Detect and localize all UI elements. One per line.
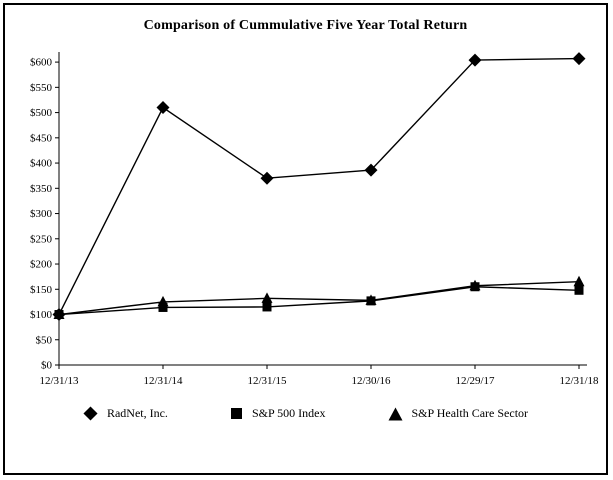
diamond-marker [572,52,586,66]
triangle-marker [573,275,585,287]
legend-item-sp500: S&P 500 Index [230,406,326,421]
x-tick-label: 12/31/18 [559,375,599,387]
triangle-marker [53,308,65,320]
square-marker [574,285,584,295]
y-tick-label: $350 [30,183,53,195]
diamond-marker [468,53,482,67]
y-tick-label: $0 [41,360,53,372]
y-tick-label: $600 [30,57,53,69]
legend-item-healthcare: S&P Health Care Sector [388,406,529,421]
series-line [58,57,580,315]
y-tick-label: $500 [30,107,53,119]
x-tick-label: 12/31/14 [143,375,183,387]
series-line [58,281,580,316]
triangle-marker [157,295,169,307]
chart-frame: Comparison of Cummulative Five Year Tota… [3,3,608,475]
diamond-marker-icon [83,406,98,421]
series-line [58,286,580,316]
y-tick-label: $200 [30,259,53,271]
legend-label-healthcare: S&P Health Care Sector [411,406,529,420]
y-tick-label: $450 [30,132,53,144]
y-tick-label: $400 [30,158,53,170]
chart-legend: RadNet, Inc. S&P 500 Index S&P Health Ca… [5,406,606,421]
legend-item-radnet: RadNet, Inc. [83,406,168,421]
y-tick-label: $50 [36,334,53,346]
diamond-marker [364,163,378,177]
x-tick-label: 12/29/17 [455,375,495,387]
triangle-marker [365,294,377,305]
diamond-marker [156,101,170,115]
triangle-marker-icon [388,407,402,420]
x-tick-label: 12/31/13 [39,375,79,387]
triangle-marker [469,279,481,291]
legend-label-sp500: S&P 500 Index [251,406,326,420]
y-tick-label: $550 [30,82,53,94]
chart-plot-area: $0 $50 $100 $150 $200 $250 $300 $350 $400 $450 $50… [30,52,599,387]
legend-label-radnet: RadNet, Inc. [106,406,168,420]
y-tick-label: $150 [30,284,53,296]
triangle-marker [261,292,273,303]
y-tick-label: $250 [30,233,53,245]
square-marker [262,302,272,312]
diamond-marker [260,171,274,185]
x-tick-label: 12/30/16 [351,375,391,387]
square-marker [158,302,168,312]
chart-title: Comparison of Cummulative Five Year Tota… [143,18,468,33]
square-marker-icon [230,408,242,419]
y-tick-label: $100 [30,309,53,321]
y-tick-label: $300 [30,208,53,220]
x-tick-label: 12/31/15 [247,375,287,387]
